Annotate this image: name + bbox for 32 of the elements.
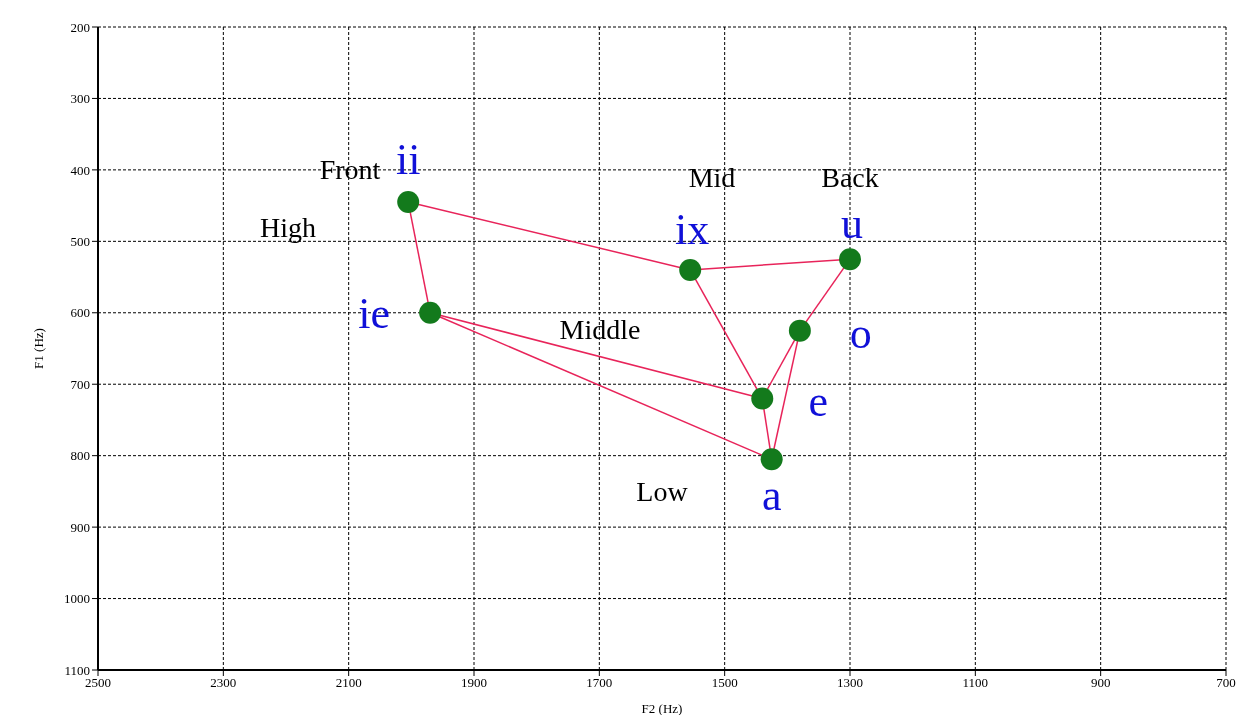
y-tick-label: 1000 <box>64 591 90 607</box>
data-label: u <box>841 198 863 248</box>
annotation: Middle <box>559 314 641 345</box>
data-label: ix <box>675 205 710 255</box>
x-tick-label: 1100 <box>962 675 989 691</box>
annotation: Back <box>821 162 879 193</box>
x-tick-label: 900 <box>1090 675 1111 691</box>
data-label: e <box>808 377 829 427</box>
annotation: High <box>260 212 316 243</box>
y-tick-label: 500 <box>70 233 90 249</box>
x-axis-title: F2 (Hz) <box>641 701 683 716</box>
x-tick-label: 2500 <box>85 675 111 691</box>
y-tick-label: 300 <box>70 91 90 107</box>
annotation: Low <box>636 476 688 507</box>
y-axis-title: F1 (Hz) <box>30 328 46 369</box>
y-tick-label: 800 <box>70 448 90 464</box>
y-tick-label: 900 <box>70 519 90 535</box>
x-tick-label: 1500 <box>711 675 738 691</box>
x-tick-label: 2300 <box>210 675 237 691</box>
x-tick-label: 1300 <box>837 675 863 691</box>
y-tick-label: 1100 <box>64 662 90 678</box>
x-tick-label: 1900 <box>461 675 487 691</box>
data-label: o <box>849 309 872 359</box>
y-tick-label: 700 <box>70 376 90 392</box>
x-tick-label: 2100 <box>335 675 362 691</box>
y-tick-label: 600 <box>70 305 90 321</box>
x-tick-label: 700 <box>1216 675 1236 691</box>
y-tick-label: 200 <box>70 19 90 35</box>
data-label: a <box>761 470 782 520</box>
annotation: Mid <box>688 162 736 193</box>
y-tick-label: 400 <box>70 162 90 178</box>
x-tick-label: 1700 <box>586 675 613 691</box>
